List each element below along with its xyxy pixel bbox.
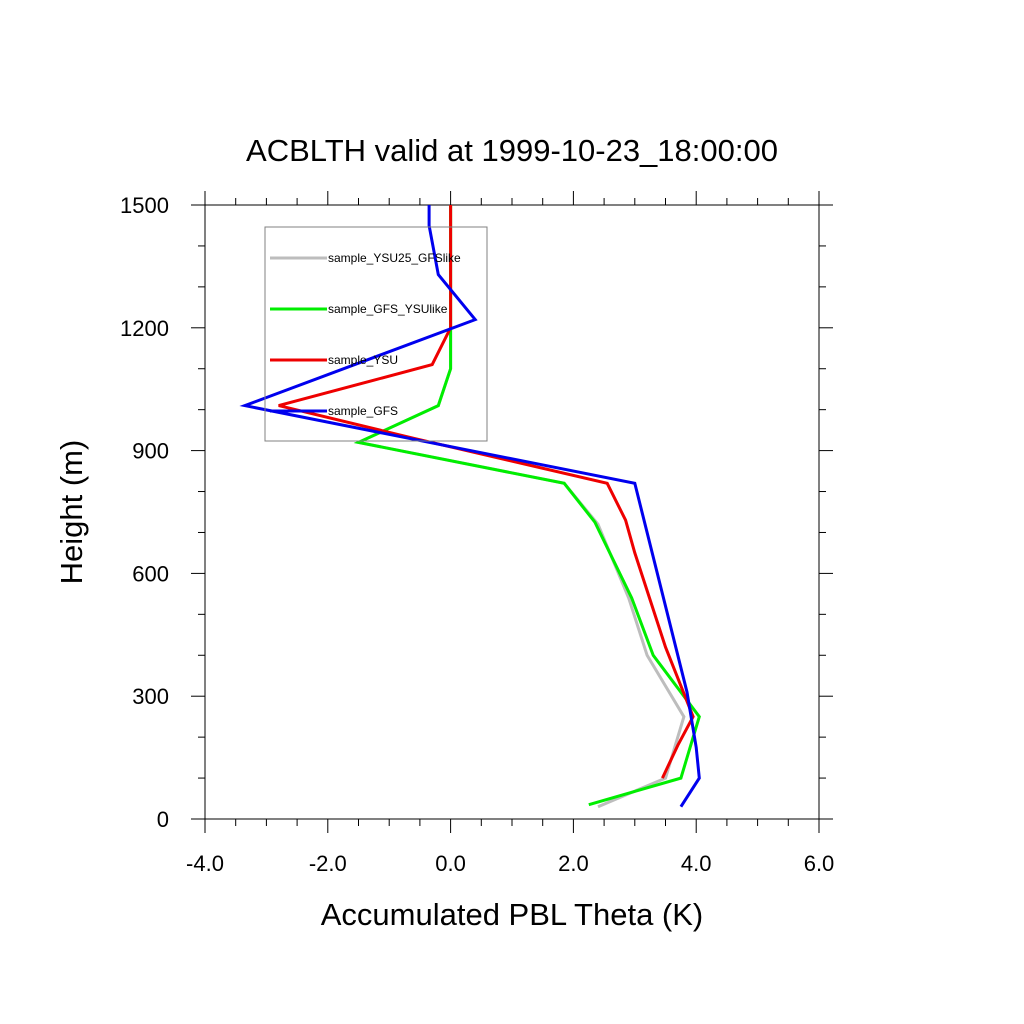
- y-tick-label: 300: [132, 684, 169, 709]
- x-tick-label: 6.0: [804, 851, 835, 876]
- x-tick-label: 4.0: [681, 851, 712, 876]
- series-line-sample_GFS: [239, 205, 701, 808]
- series-line-sample_YSU: [278, 205, 695, 779]
- y-tick-label: 600: [132, 561, 169, 586]
- chart-title: ACBLTH valid at 1999-10-23_18:00:00: [246, 133, 778, 168]
- legend-box: [264, 226, 488, 442]
- plot-frame: [204, 204, 820, 820]
- series-line-sample_GFS_YSUlike: [353, 205, 701, 807]
- y-tick-label: 1200: [120, 316, 169, 341]
- x-axis-label: Accumulated PBL Theta (K): [321, 897, 704, 932]
- legend: sample_YSU25_GFSlike sample_GFS_YSUlikesa…: [264, 226, 488, 442]
- axes: -4.0 -2.0 0.0 2.0 4.0 6.0 0 300 600 900 1200 1500: [120, 191, 834, 876]
- x-tick-label: -4.0: [186, 851, 224, 876]
- legend-label-sample_YSU: sample_YSU: [328, 353, 398, 367]
- legend-label-sample_GFS_YSUlike: sample_GFS_YSUlike: [328, 302, 448, 316]
- y-tick-label: 1500: [120, 193, 169, 218]
- x-tick-label: 0.0: [435, 851, 466, 876]
- y-axis-label: Height (m): [54, 440, 89, 585]
- x-tick-label: 2.0: [558, 851, 589, 876]
- series-line-sample_YSU25_GFSlike: [353, 205, 686, 809]
- x-tick-label: -2.0: [309, 851, 347, 876]
- legend-label-sample_YSU25_GFSlike: sample_YSU25_GFSlike: [328, 251, 461, 265]
- legend-label-sample_GFS: sample_GFS: [328, 404, 398, 418]
- series-layer: [239, 205, 701, 809]
- y-tick-label: 900: [132, 439, 169, 464]
- y-tick-label: 0: [157, 807, 169, 832]
